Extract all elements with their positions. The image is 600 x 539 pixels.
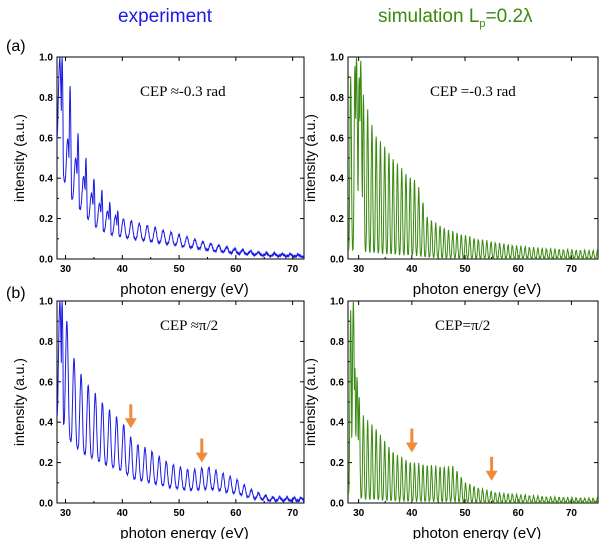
panel-a-sim: 0.0 0.2 0.4 0.6 0.8 1.0 30 40 50 60 70 photon energ… — [302, 53, 599, 298]
x-tick-label: 30 — [353, 264, 365, 275]
y-tick-label: 0.0 — [330, 499, 344, 510]
y-tick-label: 0.0 — [330, 255, 344, 266]
x-tick-label: 60 — [230, 508, 242, 519]
series-line — [57, 57, 304, 259]
arrow-head — [124, 418, 137, 429]
simulation-title-prefix: simulation L — [378, 6, 480, 27]
y-tick-label: 0.0 — [39, 499, 53, 510]
x-tick-label: 50 — [174, 264, 186, 275]
panel-a-exp: 0.0 0.2 0.4 0.6 0.8 1.0 30 40 50 60 70 photon energ… — [11, 53, 305, 298]
y-tick-label: 0.8 — [39, 93, 53, 104]
x-tick-label: 30 — [60, 264, 72, 275]
x-tick-label: 30 — [60, 508, 72, 519]
series-line — [57, 301, 304, 503]
y-tick-label: 0.6 — [330, 133, 344, 144]
y-axis-label: intensity (a.u.) — [11, 114, 27, 202]
y-tick-label: 0.8 — [39, 337, 53, 348]
simulation-column-title: simulation Lp=0.2λ — [378, 6, 533, 30]
y-tick-label: 0.2 — [39, 458, 53, 469]
experiment-column-title: experiment — [118, 6, 212, 27]
cep-annotation: CEP ≈π/2 — [160, 318, 218, 334]
y-tick-label: 1.0 — [39, 53, 53, 64]
y-axis-label: intensity (a.u.) — [302, 358, 318, 446]
y-tick-label: 0.6 — [39, 377, 53, 388]
x-axis-label: photon energy (eV) — [120, 525, 248, 539]
y-tick-label: 0.2 — [330, 458, 344, 469]
y-tick-label: 1.0 — [39, 297, 53, 308]
x-tick-label: 60 — [230, 264, 242, 275]
y-tick-label: 0.4 — [39, 174, 53, 185]
x-tick-label: 50 — [174, 508, 186, 519]
x-axis-label: photon energy (eV) — [120, 281, 248, 298]
cep-annotation: CEP=π/2 — [435, 318, 490, 334]
simulation-title-subscript: p — [479, 17, 486, 30]
x-tick-label: 60 — [513, 508, 525, 519]
x-tick-label: 40 — [117, 264, 129, 275]
x-axis-label: photon energy (eV) — [413, 281, 541, 298]
y-tick-label: 0.8 — [330, 337, 344, 348]
x-tick-label: 50 — [459, 508, 471, 519]
arrow-head — [485, 470, 498, 481]
series-line — [348, 57, 598, 259]
cep-annotation: CEP =-0.3 rad — [430, 84, 516, 100]
x-tick-label: 70 — [287, 264, 299, 275]
simulation-title-suffix: =0.2λ — [485, 6, 533, 27]
x-tick-label: 60 — [513, 264, 525, 275]
y-tick-label: 0.4 — [330, 174, 344, 185]
y-axis-label: intensity (a.u.) — [11, 358, 27, 446]
y-tick-label: 1.0 — [330, 297, 344, 308]
y-tick-label: 0.2 — [330, 214, 344, 225]
x-tick-label: 40 — [406, 264, 418, 275]
row-label-b: (b) — [6, 285, 26, 302]
x-tick-label: 70 — [566, 264, 578, 275]
y-tick-label: 1.0 — [330, 53, 344, 64]
panel-b-exp: 0.0 0.2 0.4 0.6 0.8 1.0 30 40 50 60 70 photon energ… — [11, 297, 305, 539]
arrow-head — [405, 442, 418, 453]
y-tick-label: 0.6 — [330, 377, 344, 388]
series-line — [348, 301, 598, 503]
y-tick-label: 0.0 — [39, 255, 53, 266]
y-axis-label: intensity (a.u.) — [302, 114, 318, 202]
cep-annotation: CEP ≈-0.3 rad — [140, 84, 226, 100]
x-tick-label: 40 — [117, 508, 129, 519]
arrow-head — [195, 452, 208, 463]
x-tick-label: 50 — [459, 264, 471, 275]
y-tick-label: 0.6 — [39, 133, 53, 144]
panel-b-sim: 0.0 0.2 0.4 0.6 0.8 1.0 30 40 50 60 70 photon energ… — [302, 297, 599, 539]
y-tick-label: 0.4 — [39, 418, 53, 429]
x-tick-label: 70 — [566, 508, 578, 519]
x-axis-label: photon energy (eV) — [413, 525, 541, 539]
x-tick-label: 70 — [287, 508, 299, 519]
x-tick-label: 40 — [406, 508, 418, 519]
row-label-a: (a) — [6, 38, 26, 55]
x-tick-label: 30 — [353, 508, 365, 519]
y-tick-label: 0.8 — [330, 93, 344, 104]
y-tick-label: 0.4 — [330, 418, 344, 429]
y-tick-label: 0.2 — [39, 214, 53, 225]
